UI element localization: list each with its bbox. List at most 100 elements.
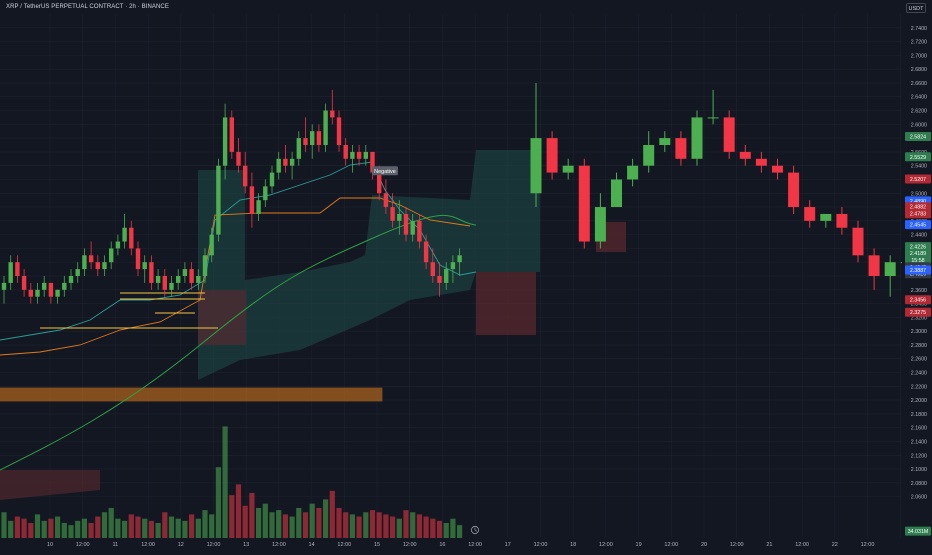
candle-body [377, 172, 382, 194]
volume-bar [289, 516, 295, 538]
candle-body [8, 262, 13, 283]
candle-body [48, 282, 54, 297]
candle-body [236, 151, 241, 166]
price-tick-label: 2.7200 [911, 40, 927, 46]
candle-body [115, 241, 121, 249]
price-label-badge [905, 265, 931, 275]
candle-body [430, 262, 435, 276]
volume-bar [363, 512, 369, 538]
candle-body [450, 262, 456, 270]
volume-bar [101, 512, 108, 538]
volume-bar [443, 522, 449, 538]
price-label-badge [905, 202, 931, 212]
volume-bar [81, 518, 87, 538]
candle-body [62, 282, 67, 290]
time-tick-label: 12:00 [76, 542, 90, 548]
price-label-text: 2.4189 [910, 251, 926, 257]
candle-body [135, 248, 141, 270]
candle-body [95, 262, 100, 270]
volume-bar [457, 525, 463, 538]
price-tick-label: 2.7400 [911, 26, 927, 32]
price-label-badge [905, 295, 931, 305]
time-tick-label: 10 [47, 542, 53, 548]
red-cloud-left [0, 470, 100, 500]
volume-bar [108, 507, 114, 538]
candle-body [772, 165, 783, 173]
candle-body [102, 262, 107, 270]
time-tick-label: 20 [701, 542, 707, 548]
candle-body [457, 255, 462, 263]
time-tick-label: 22 [832, 542, 838, 548]
price-tick-label: 2.3000 [911, 329, 927, 335]
candle-body [804, 207, 816, 221]
price-label-text: 2.4783 [910, 212, 926, 218]
teal-cloud [198, 150, 540, 380]
volume-bar [423, 516, 429, 538]
time-tick-label: 14 [309, 542, 315, 548]
price-label-badge [905, 526, 931, 536]
price-tick-label: 2.6400 [911, 95, 927, 101]
volume-bar [95, 516, 101, 538]
volume-bar [282, 514, 288, 538]
volume-bar [61, 522, 67, 538]
volume-bar [1, 512, 7, 538]
annotation-badge [372, 166, 398, 176]
volume-bar [209, 514, 215, 538]
volume-bar [450, 518, 456, 538]
candle-body [109, 248, 114, 263]
candle-body [276, 158, 281, 173]
candle-body [68, 276, 74, 283]
time-tick-label: 12:00 [730, 542, 744, 548]
candle-body [836, 213, 848, 228]
time-tick-label: 12:00 [534, 542, 548, 548]
volume-bar [416, 514, 422, 538]
price-label-text: 2.3887 [910, 268, 926, 274]
price-label-text: 2.4226 [910, 245, 926, 251]
price-label-text: 2.5824 [910, 134, 926, 140]
symbol-title[interactable]: XRP / TetherUS PERPETUAL CONTRACT · 2h ·… [6, 4, 169, 10]
price-tick-label: 2.1600 [911, 426, 927, 432]
volume-bar [202, 510, 208, 538]
price-label-badge [905, 174, 931, 184]
volume-bar [182, 520, 188, 538]
volume-bar [155, 522, 161, 538]
candle-body [363, 151, 368, 159]
price-tick-label: 2.1800 [911, 412, 927, 418]
price-label-text: 2.3456 [910, 298, 926, 304]
volume-bar [256, 507, 262, 538]
candle-body [296, 138, 301, 159]
volume-bar [396, 518, 402, 538]
candle-body [269, 172, 275, 187]
volume-bar [148, 520, 154, 538]
candle-body [243, 165, 248, 187]
time-tick-label: 11 [113, 542, 119, 548]
volume-bar [21, 518, 27, 538]
volume-bar [14, 516, 20, 538]
time-tick-label: 12:00 [795, 542, 809, 548]
candle-body [155, 276, 161, 283]
volume-bar [309, 503, 315, 538]
time-tick-label: 12:00 [468, 542, 482, 548]
volume-bar [343, 512, 349, 538]
volume-bar [8, 520, 14, 538]
volume-bar [329, 490, 335, 538]
volume-bar [436, 520, 443, 538]
candle-body [149, 262, 154, 283]
price-tick-label: 2.2000 [911, 398, 927, 404]
candle-body [196, 276, 201, 283]
volume-bar [323, 499, 329, 538]
candle-body [691, 117, 703, 159]
price-tick-label: 2.6800 [911, 67, 927, 73]
candle-body [216, 165, 221, 235]
currency-selector[interactable]: USDT [906, 3, 926, 13]
time-tick-label: 12:00 [337, 542, 351, 548]
candle-body [343, 145, 348, 159]
price-tick-label: 2.2200 [911, 384, 927, 390]
volume-bar [168, 516, 175, 538]
candle-body [182, 269, 188, 276]
volume-bar [276, 510, 282, 538]
volume-bar [316, 507, 322, 538]
volume-bar [195, 518, 201, 538]
